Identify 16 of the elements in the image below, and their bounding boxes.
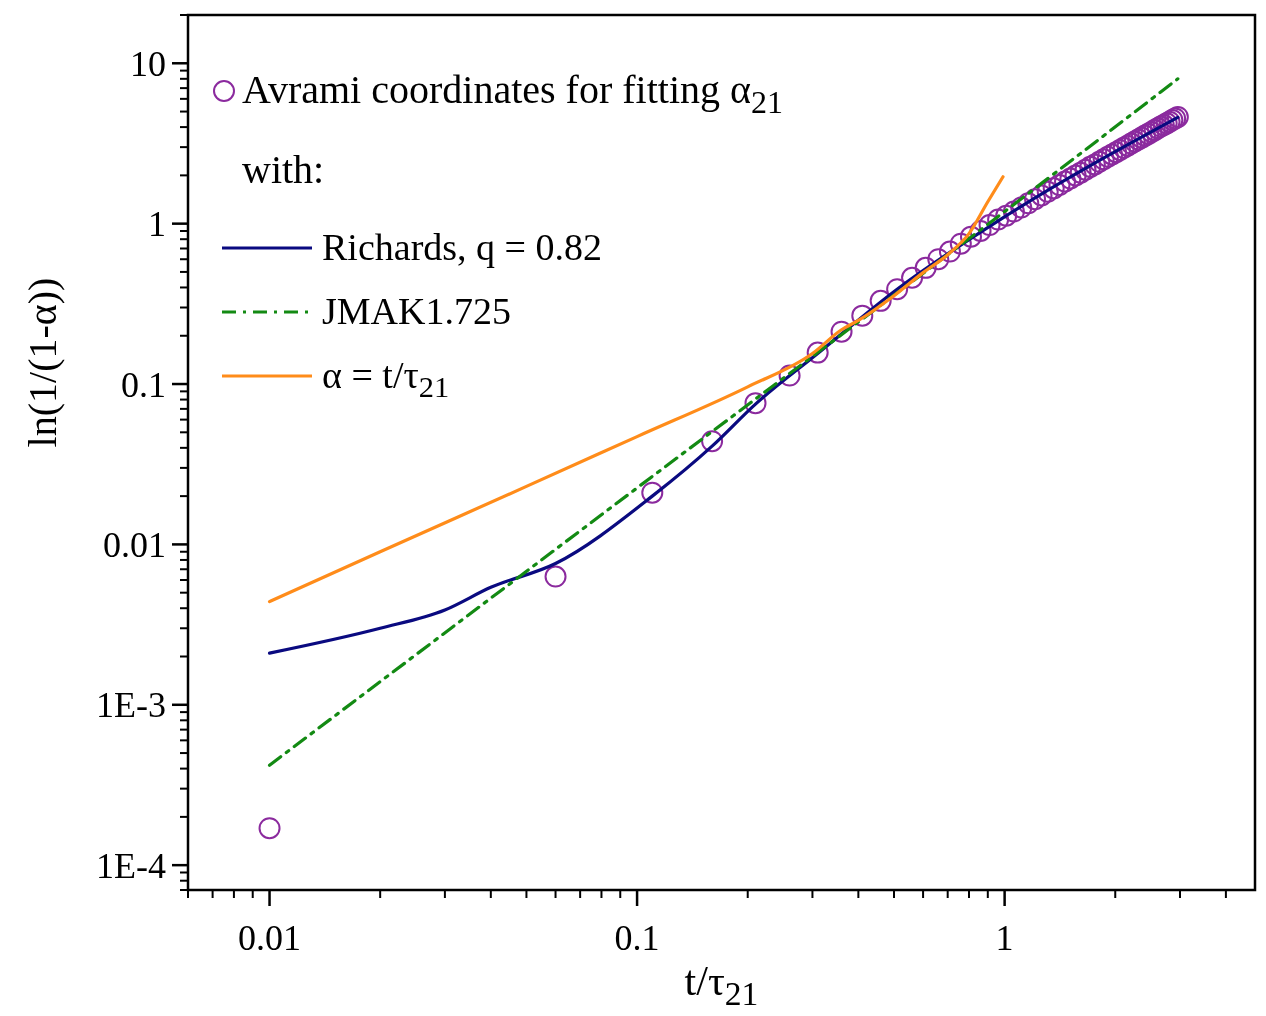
annotation: with: [242,147,325,192]
x-tick-label: 1 [995,918,1014,958]
y-axis-title: ln(1/(1-α)) [20,277,65,448]
x-axis-title: t/τ$_{21}$ [684,958,759,1013]
legend-label: α = t/τ$_{21}$ [322,354,450,404]
legend-label: Richards, q = 0.82 [322,226,603,268]
x-tick-label: 0.01 [238,918,302,958]
y-tick-label: 0.01 [103,525,166,566]
y-tick-label: 1E-4 [96,845,166,886]
legend-label: JMAK1.725 [322,290,511,332]
y-tick-label: 1 [148,204,166,245]
y-tick-label: 0.1 [121,364,166,405]
x-tick-label: 0.1 [614,918,660,958]
y-tick-label: 10 [130,43,166,84]
legend-label: Avrami coordinates for fitting α$_{21}$ [242,67,783,120]
y-tick-label: 1E-3 [96,685,166,726]
